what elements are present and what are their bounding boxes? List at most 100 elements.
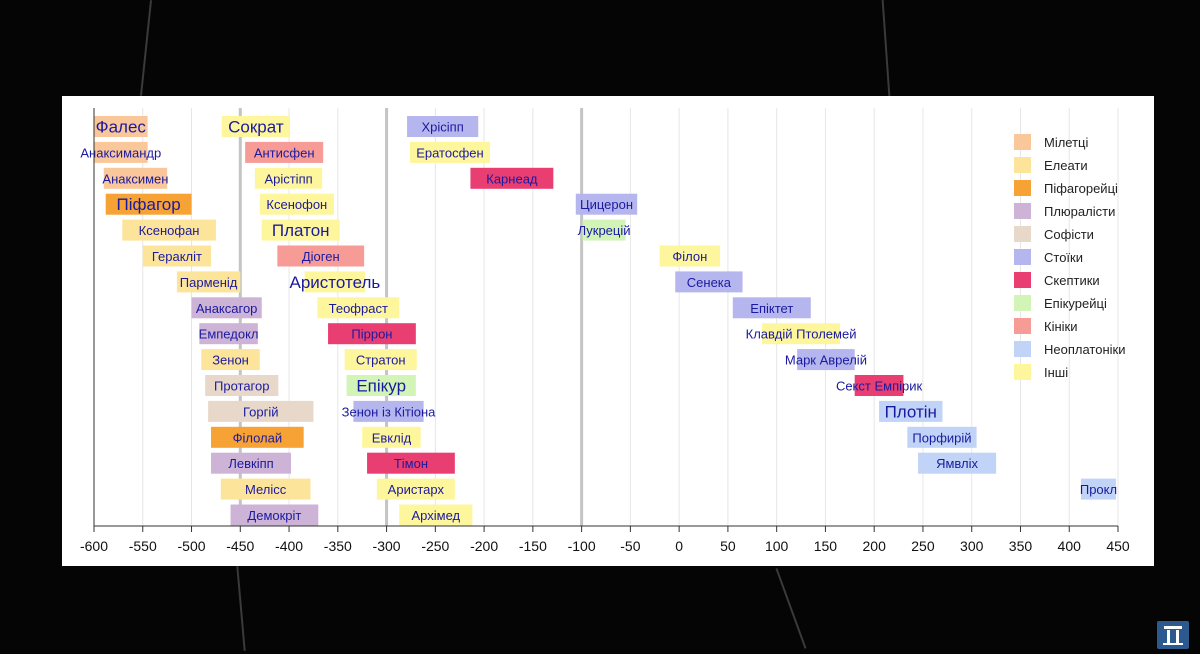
legend-swatch <box>1014 249 1031 265</box>
philosopher-bar <box>211 452 291 474</box>
x-tick-label: 300 <box>960 538 984 554</box>
philosopher-label: Аристарх <box>388 482 445 497</box>
philosopher-label: Меліcс <box>245 482 287 497</box>
philosopher-label: Піррон <box>351 327 392 342</box>
philosopher-label: Протагор <box>214 379 269 394</box>
philosopher-label: Ксенофон <box>266 197 327 212</box>
philosopher-bar <box>259 193 334 215</box>
philosopher-bar <box>230 504 319 526</box>
philosopher-bar <box>201 349 260 371</box>
philosopher-bar <box>205 375 279 396</box>
philosopher-label: Діоген <box>302 249 340 264</box>
philosopher-label: Ератосфен <box>416 145 484 160</box>
philosopher-label: Епіктет <box>750 301 793 316</box>
philosopher-label: Парменід <box>180 275 238 290</box>
philosopher-bar <box>142 245 212 267</box>
philosopher-label: Зенон <box>212 353 249 368</box>
x-tick-label: 50 <box>720 538 736 554</box>
philosopher-bar <box>575 193 638 215</box>
bars: Фалес Анаксимандр Анаксимен Піфагор Ксенофан… <box>80 116 1117 526</box>
legend-label: Елеати <box>1044 158 1088 173</box>
philosopher-bar <box>470 167 554 189</box>
legend-swatch <box>1014 364 1031 380</box>
legend-label: Стоїки <box>1044 250 1083 265</box>
philosopher-bar <box>328 323 416 345</box>
philosopher-label: Теофраст <box>329 301 388 316</box>
philosopher-bar <box>208 400 314 422</box>
philosopher-label: Карнеад <box>486 171 538 186</box>
legend-label: Мілетці <box>1044 135 1089 150</box>
x-tick-label: 250 <box>911 538 935 554</box>
timeline-chart: Фалес Анаксимандр Анаксимен Піфагор Ксенофан… <box>80 108 1130 554</box>
grid <box>93 108 1119 526</box>
philosopher-bar <box>907 426 977 448</box>
legend-label: Піфагорейці <box>1044 181 1118 196</box>
philosopher-bar <box>317 297 400 319</box>
chart-panel: Фалес Анаксимандр Анаксимен Піфагор Ксенофан… <box>62 96 1154 566</box>
legend-swatch <box>1014 318 1031 334</box>
background-crack <box>139 0 153 96</box>
philosopher-label: Горгій <box>243 404 279 419</box>
x-tick-label: -450 <box>226 538 254 554</box>
legend-label: Кініки <box>1044 319 1077 334</box>
philosopher-bar <box>304 271 366 293</box>
philosopher-label: Прокл <box>1080 482 1117 497</box>
philosopher-bar <box>103 167 168 189</box>
philosopher-bar <box>732 297 811 319</box>
x-tick-label: -300 <box>373 538 401 554</box>
x-axis: -600 -550 -500 -450 -400 -350 -300 -250 -200 -150… <box>80 108 1130 554</box>
philosopher-label: Піфагор <box>117 195 181 214</box>
philosopher-bar <box>918 452 997 474</box>
philosopher-bar <box>407 116 479 137</box>
philosopher-label: Левкіпп <box>228 456 273 471</box>
legend-label: Інші <box>1044 365 1068 380</box>
philosopher-bar <box>122 219 216 241</box>
philosopher-bar <box>376 478 455 500</box>
philosopher-bar <box>762 323 841 345</box>
philosopher-bar <box>399 504 473 526</box>
philosopher-bar <box>105 193 192 215</box>
legend-swatch <box>1014 203 1031 219</box>
philosopher-label: Геракліт <box>152 249 202 264</box>
philosopher-bar <box>254 167 323 189</box>
philosopher-bar <box>277 245 365 267</box>
philosopher-label: Тімон <box>394 456 428 471</box>
x-tick-label: -50 <box>620 538 640 554</box>
x-tick-label: -500 <box>178 538 206 554</box>
legend-swatch <box>1014 134 1031 150</box>
philosopher-bar <box>346 375 416 396</box>
philosopher-label: Клавдій Птолемей <box>746 327 857 342</box>
philosopher-bar <box>1080 478 1116 500</box>
philosopher-label: Антисфен <box>254 145 315 160</box>
philosopher-label: Сократ <box>228 118 284 137</box>
x-tick-label: -550 <box>129 538 157 554</box>
philosopher-bar <box>409 141 490 163</box>
legend-label: Скептики <box>1044 273 1100 288</box>
x-tick-label: 100 <box>765 538 789 554</box>
philosopher-bar <box>659 245 721 267</box>
philosopher-label: Арістіпп <box>264 171 312 186</box>
philosopher-label: Фалес <box>96 118 147 137</box>
philosopher-bar <box>797 349 855 371</box>
philosopher-label: Ямвліх <box>936 456 978 471</box>
philosopher-label: Анаксимандр <box>80 145 161 160</box>
philosopher-bar <box>221 116 291 137</box>
philosopher-label: Лукрецій <box>578 223 631 238</box>
x-tick-label: 0 <box>675 538 683 554</box>
philosopher-label: Марк Аврелій <box>785 353 867 368</box>
x-tick-label: -100 <box>568 538 596 554</box>
philosopher-label: Платон <box>272 221 330 240</box>
philosopher-bar <box>94 141 148 163</box>
philosopher-label: Архімед <box>412 508 461 523</box>
x-tick-label: -400 <box>275 538 303 554</box>
legend-swatch <box>1014 157 1031 173</box>
philosopher-bar <box>261 219 340 241</box>
philosopher-bar <box>353 400 424 422</box>
philosopher-bar <box>879 400 943 422</box>
philosopher-bar <box>344 349 417 371</box>
x-tick-label: -350 <box>324 538 352 554</box>
philosopher-label: Анаксимен <box>102 171 168 186</box>
philosopher-bar <box>245 141 324 163</box>
x-tick-label: 150 <box>814 538 838 554</box>
philosopher-label: Хрісіпп <box>422 120 464 135</box>
